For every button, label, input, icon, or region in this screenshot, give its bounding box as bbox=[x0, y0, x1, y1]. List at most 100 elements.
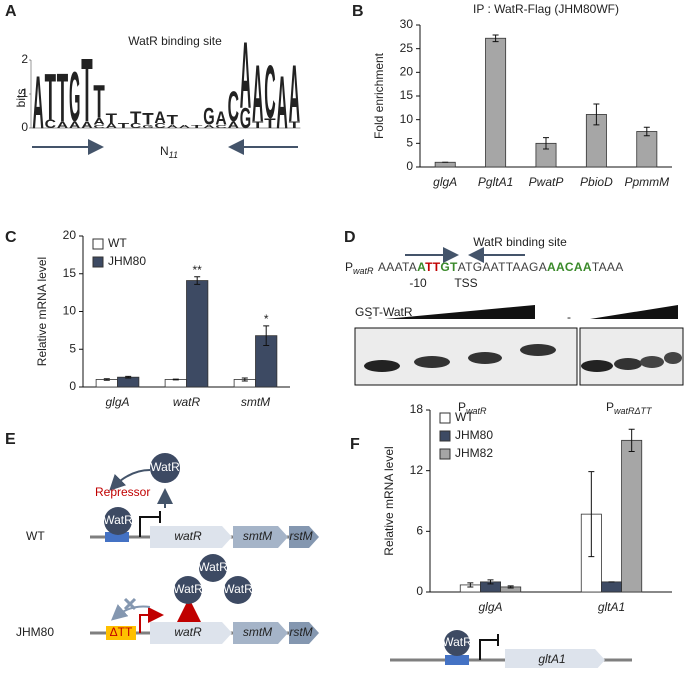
logo-letter: A bbox=[106, 122, 118, 130]
y-tick-label: 0 bbox=[406, 159, 413, 173]
y-tick-label: 5 bbox=[69, 341, 76, 355]
logo-letter: A bbox=[32, 60, 43, 145]
y-axis-label: Relative mRNA level bbox=[382, 446, 396, 555]
x-tick-label: smtM bbox=[241, 395, 270, 409]
logo-letter: A bbox=[252, 50, 263, 139]
protein-label: WatR bbox=[150, 460, 180, 474]
legend-label: JHM80 bbox=[455, 428, 493, 442]
sequence-segment: TAAA bbox=[592, 260, 624, 274]
error-bar bbox=[467, 582, 474, 588]
y-tick-label: 5 bbox=[406, 136, 413, 150]
protein-label: WatR bbox=[198, 560, 228, 574]
bar bbox=[601, 581, 622, 593]
logo-letter: T bbox=[45, 61, 56, 134]
deletion-label: ΔTT bbox=[110, 625, 133, 639]
protein bbox=[199, 554, 227, 582]
x-tick-label: watR bbox=[173, 395, 201, 409]
sequence-segment: ATGAATTAAGA bbox=[458, 260, 547, 274]
strain-label: JHM80 bbox=[16, 625, 54, 639]
gene-label: rstM bbox=[289, 529, 312, 543]
y-tick-label: 0 bbox=[416, 584, 423, 598]
logo-letter: T bbox=[106, 110, 118, 126]
logo-letter: G bbox=[142, 124, 153, 129]
sequence-segment: AAATA bbox=[378, 260, 417, 274]
gene bbox=[289, 622, 319, 644]
y-tick-label: 10 bbox=[400, 112, 414, 126]
spacer-label-main: N bbox=[160, 144, 169, 158]
gene bbox=[505, 649, 605, 671]
logo-letter: G bbox=[203, 103, 214, 130]
protein-label: WatR bbox=[442, 635, 472, 649]
logo-letter: T bbox=[57, 59, 68, 136]
protein bbox=[444, 630, 470, 656]
error-bar bbox=[103, 378, 110, 381]
lane-label: PwatRΔTT bbox=[606, 400, 653, 416]
legend-label: WT bbox=[108, 236, 127, 250]
logo-letter: A bbox=[289, 50, 300, 139]
gradient-wedge bbox=[385, 305, 535, 319]
logo-letter: C bbox=[45, 118, 57, 131]
logo-letter: A bbox=[154, 108, 165, 127]
lane-label-main: P bbox=[606, 400, 614, 414]
bar bbox=[485, 37, 507, 168]
logo-letter: A bbox=[69, 120, 80, 130]
gene-label: watR bbox=[174, 625, 202, 639]
logo-letter: T bbox=[93, 75, 104, 128]
gene-label: gltA1 bbox=[538, 652, 565, 666]
panel-label: C bbox=[5, 229, 17, 246]
logo-letter: A bbox=[240, 23, 251, 128]
y-tick-label: 12 bbox=[410, 463, 424, 477]
legend-swatch bbox=[439, 448, 451, 460]
legend-swatch bbox=[439, 412, 451, 424]
lane-label-main: P bbox=[458, 400, 466, 414]
chart-title: IP : WatR-Flag (JHM80WF) bbox=[473, 2, 619, 16]
logo-letter: C bbox=[264, 49, 275, 134]
panel-label: B bbox=[352, 3, 364, 20]
gene bbox=[150, 622, 232, 644]
error-bar bbox=[241, 377, 248, 382]
protein bbox=[150, 453, 180, 483]
error-bar bbox=[543, 137, 549, 150]
protein bbox=[224, 576, 252, 604]
error-bar bbox=[125, 375, 132, 379]
logo-letter: A bbox=[228, 120, 239, 130]
logo-letter: T bbox=[130, 108, 141, 127]
y-tick-label: 20 bbox=[400, 65, 414, 79]
x-tick-label: PwatP bbox=[529, 175, 564, 189]
y-tick-label: 15 bbox=[63, 266, 77, 280]
error-bar bbox=[643, 126, 650, 137]
legend-swatch bbox=[92, 238, 104, 250]
bar bbox=[636, 131, 658, 168]
logo-tick-label: 2 bbox=[21, 52, 28, 66]
x-tick-label: glgA bbox=[105, 395, 129, 409]
error-bar bbox=[492, 34, 499, 43]
significance-marker: * bbox=[264, 312, 269, 326]
x-tick-label: PgltA1 bbox=[478, 175, 513, 189]
x-tick-label: gltA1 bbox=[598, 600, 625, 614]
gene-label: smtM bbox=[243, 625, 272, 639]
bar bbox=[621, 439, 643, 593]
panel-label: D bbox=[344, 229, 356, 246]
legend-swatch bbox=[92, 256, 104, 268]
y-tick-label: 0 bbox=[69, 379, 76, 393]
tss-label: TSS bbox=[454, 276, 477, 290]
logo-axis-label: bits bbox=[14, 89, 28, 108]
promoter-label: PwatR bbox=[345, 260, 374, 276]
significance-marker: ** bbox=[193, 263, 203, 277]
logo-letter: C bbox=[130, 122, 142, 130]
protein-label: WatR bbox=[173, 582, 203, 596]
gene bbox=[233, 526, 288, 548]
minus10-label: -10 bbox=[409, 276, 427, 290]
logo-letter: T bbox=[118, 122, 129, 130]
gene-label: rstM bbox=[289, 625, 312, 639]
lane-label-sub: watRΔTT bbox=[614, 406, 653, 416]
spacer-label: N11 bbox=[160, 144, 178, 160]
logo-letter: T bbox=[142, 109, 153, 128]
y-tick-label: 20 bbox=[63, 228, 77, 242]
spacer-label-sub: 11 bbox=[169, 150, 178, 160]
logo-letter: G bbox=[69, 59, 80, 138]
error-bar bbox=[628, 428, 635, 452]
logo-letter: A bbox=[215, 108, 226, 129]
gene bbox=[289, 526, 319, 548]
